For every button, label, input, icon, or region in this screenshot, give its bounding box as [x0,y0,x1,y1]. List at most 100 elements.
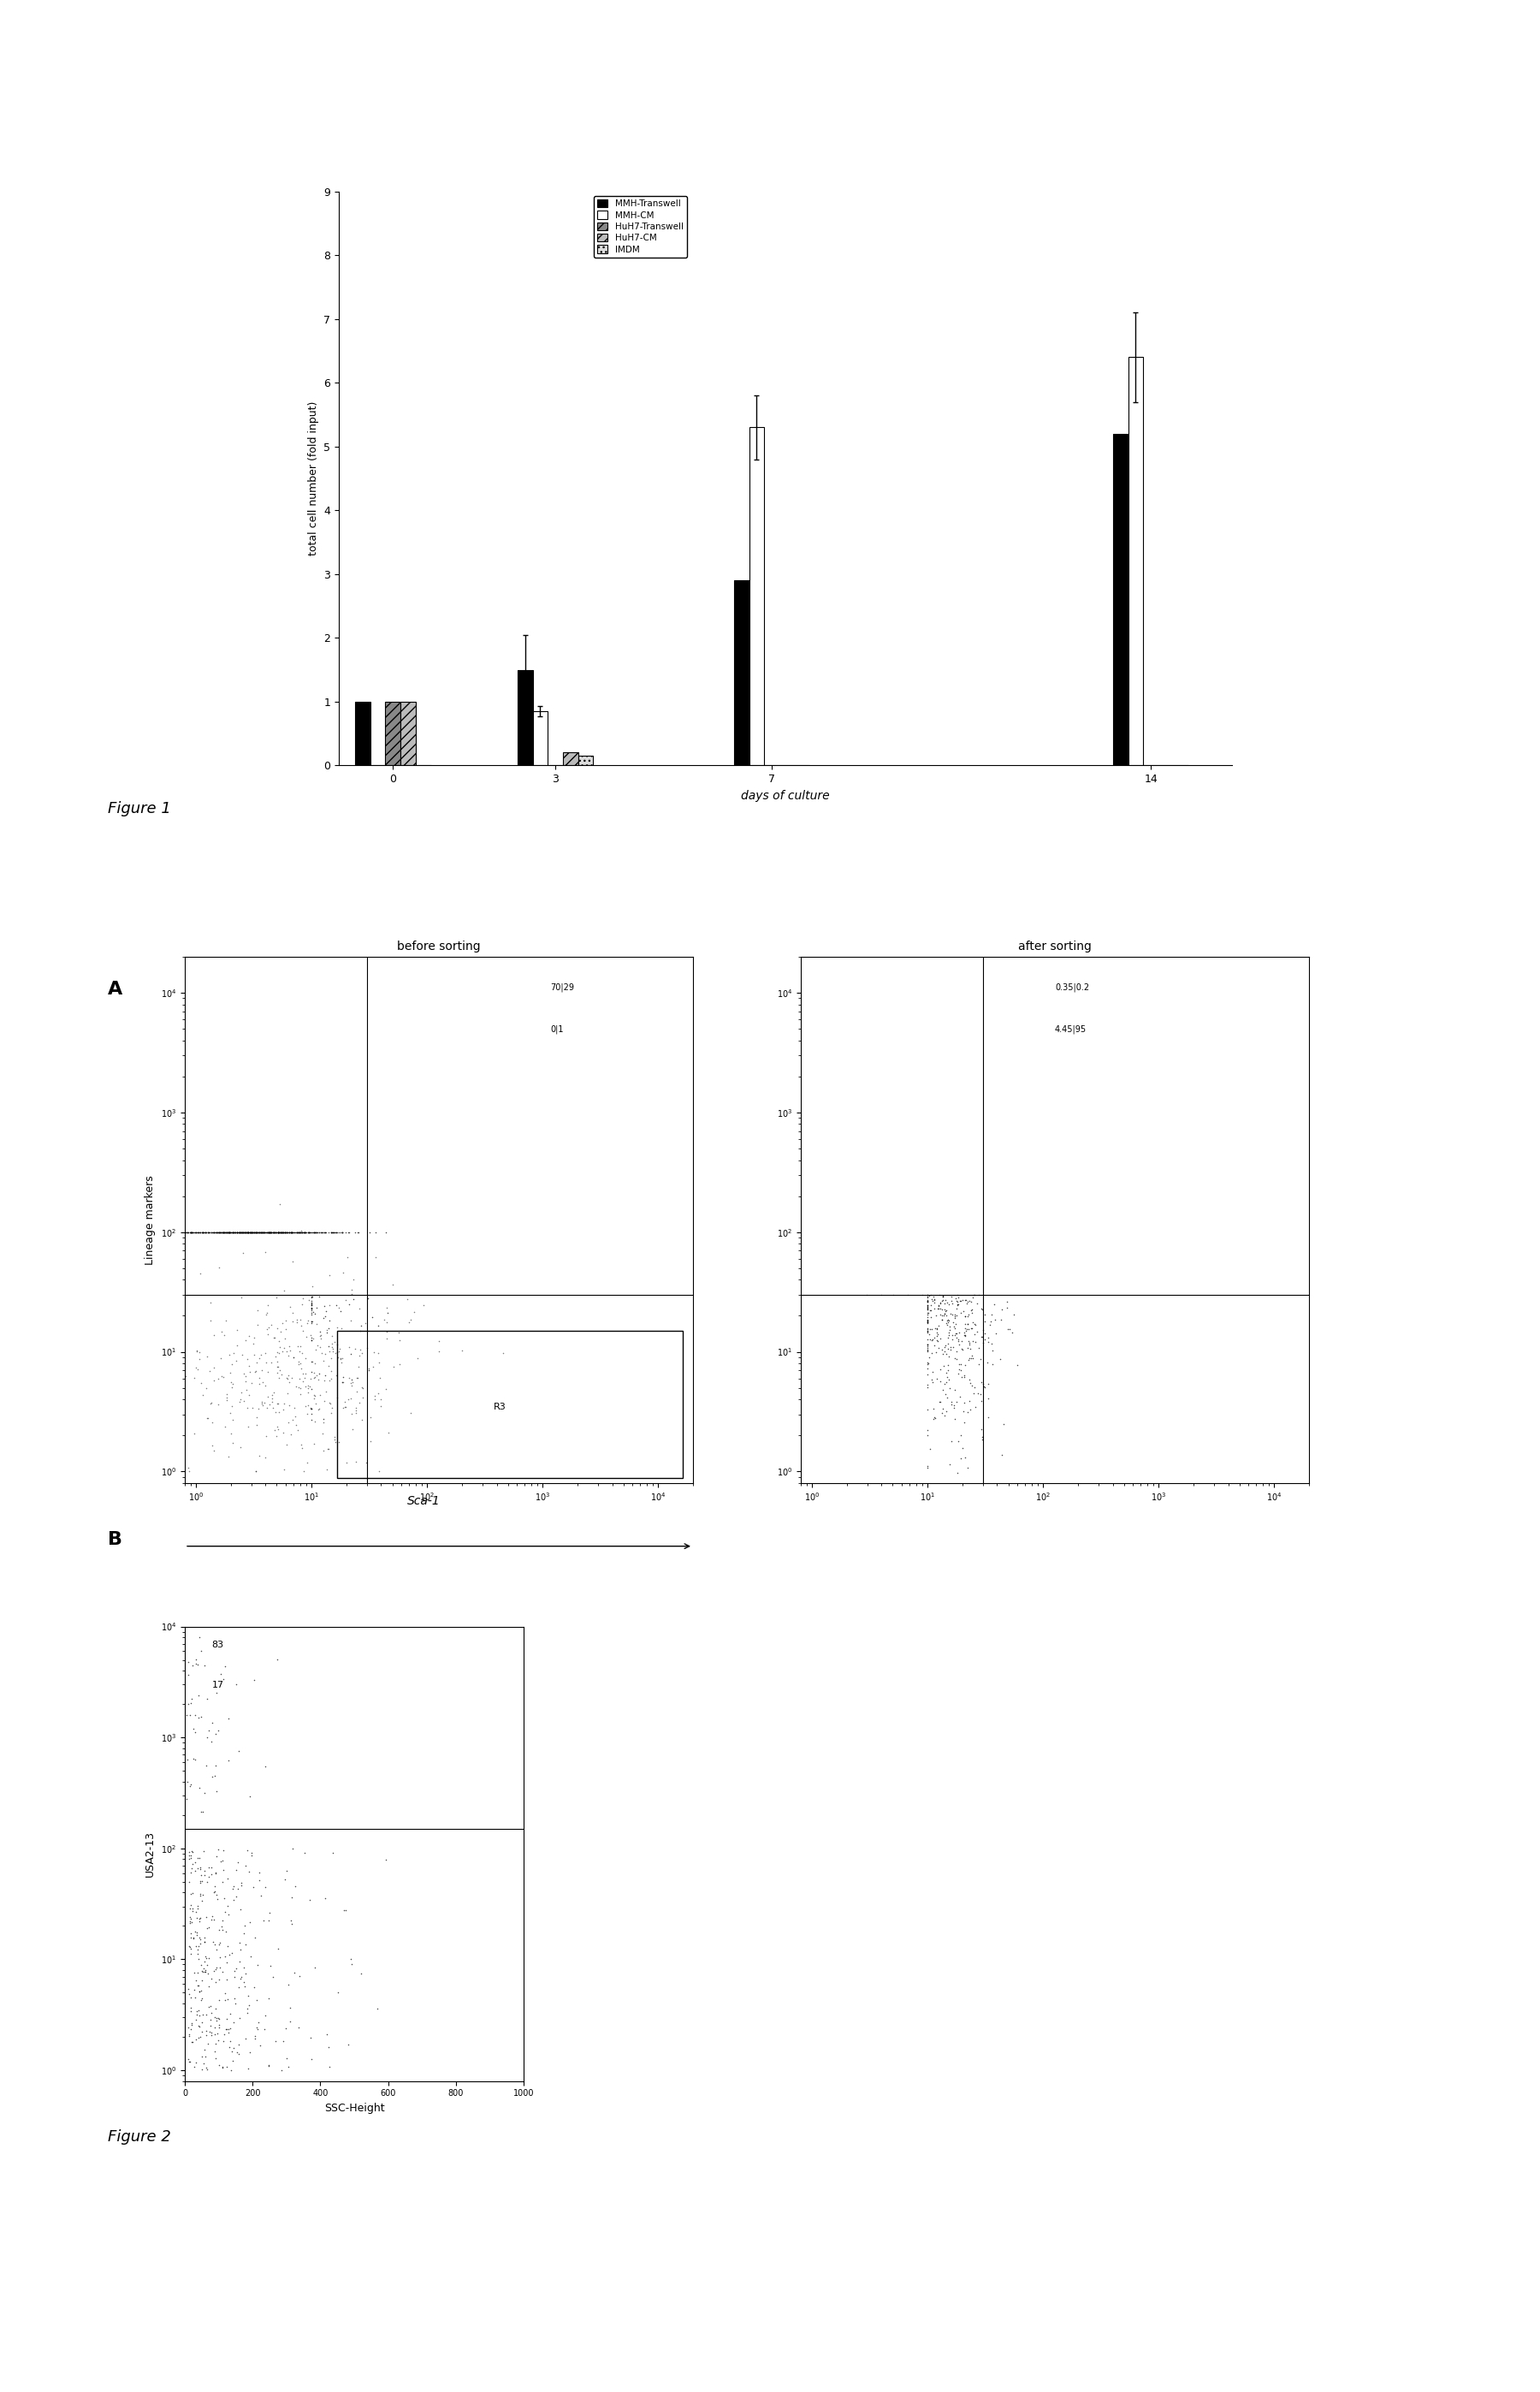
Point [299,1285,323,1323]
Point [222,1213,246,1251]
Point [245,1213,269,1251]
Point [233,1213,257,1251]
Point [249,1335,274,1373]
Point [932,1347,956,1385]
Point [929,1289,953,1328]
Point [926,1285,950,1323]
Point [302,1375,326,1414]
Point [306,1354,331,1392]
Point [226,1213,251,1251]
Point [254,1294,279,1332]
Point [172,1213,197,1251]
Point [203,2024,228,2062]
Point [192,1213,217,1251]
Point [274,1213,299,1251]
Point [296,1304,320,1342]
Point [944,1296,969,1335]
Point [930,1277,955,1316]
Point [213,1316,237,1354]
Point [326,1973,351,2012]
Point [274,1851,299,1890]
Point [915,1282,939,1320]
Point [263,1213,288,1251]
Point [251,1213,276,1251]
Bar [748,428,764,765]
Point [216,1213,240,1251]
Point [180,1213,205,1251]
Point [186,1928,211,1966]
Point [246,1213,271,1251]
Point [259,1213,283,1251]
Point [223,1665,248,1703]
Point [188,2019,213,2057]
Point [374,1289,399,1328]
Point [237,1213,262,1251]
Point [942,1299,967,1337]
Point [958,1363,983,1402]
Point [206,2007,231,2045]
Point [316,1430,340,1469]
Point [915,1282,939,1320]
Point [251,1902,276,1940]
Point [225,1213,249,1251]
Point [396,1280,420,1318]
Point [211,1213,236,1251]
Point [179,1854,203,1892]
Point [228,1213,253,1251]
Point [216,1213,240,1251]
Point [915,1287,939,1325]
Point [179,1837,203,1875]
Point [254,1213,279,1251]
Point [246,1213,271,1251]
Point [192,1646,217,1684]
Point [226,1213,251,1251]
Point [172,1213,197,1251]
Point [188,1918,213,1957]
Point [922,1289,947,1328]
Point [185,1332,209,1371]
Point [299,1320,323,1359]
Point [189,1213,214,1251]
Point [314,1450,339,1488]
Point [325,1213,350,1251]
Point [915,1325,939,1363]
Point [277,1213,302,1251]
Point [202,1756,226,1794]
Point [313,1335,337,1373]
Point [179,1832,203,1871]
Point [953,1304,978,1342]
Point [299,1320,323,1359]
Point [229,1866,254,1904]
Point [179,1213,203,1251]
Point [356,1349,380,1387]
Point [279,1416,303,1454]
Point [279,1213,303,1251]
Point [962,1323,987,1361]
Point [256,1213,280,1251]
Point [946,1285,970,1323]
Point [228,1890,253,1928]
Point [970,1318,995,1356]
Point [256,1287,280,1325]
Point [343,1442,368,1481]
Point [228,1213,253,1251]
Point [276,1213,300,1251]
Point [277,1213,302,1251]
Point [305,1361,330,1399]
Point [299,1285,323,1323]
Point [186,1966,211,2004]
Point [938,1368,962,1406]
Point [202,1316,226,1354]
Point [941,1328,966,1366]
Point [191,1213,216,1251]
Point [360,1299,385,1337]
Point [259,1213,283,1251]
Point [206,1961,231,2000]
Point [254,1213,279,1251]
Point [182,1954,206,1993]
Point [219,1213,243,1251]
Point [188,1863,213,1902]
Point [297,1213,322,1251]
Point [933,1289,958,1328]
Point [910,1275,935,1313]
